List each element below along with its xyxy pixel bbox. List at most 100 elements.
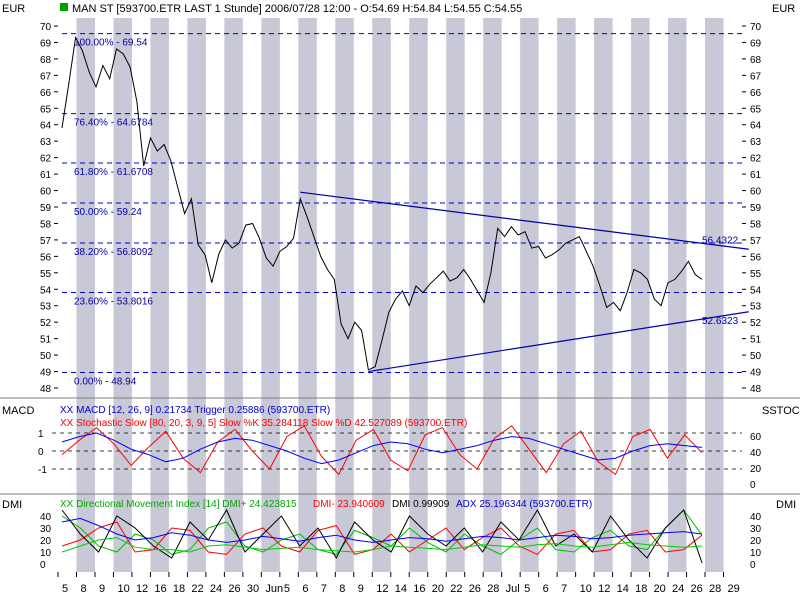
dmi-panel-label-right: DMI <box>776 499 796 511</box>
day-band <box>631 18 650 572</box>
x-tick-label: 24 <box>672 583 684 595</box>
day-band <box>261 18 280 572</box>
y-tick-label-right: 57 <box>750 236 762 247</box>
y-tick-label-right: 60 <box>750 187 762 198</box>
day-band <box>372 18 391 572</box>
x-tick-label: 18 <box>635 583 647 595</box>
x-tick-label: 29 <box>728 583 740 595</box>
y-tick-label-right: 59 <box>750 203 762 214</box>
x-tick-label: 10 <box>117 583 129 595</box>
x-tick-label: 26 <box>228 583 240 595</box>
fib-level-label: 100.00% - 69.54 <box>74 38 148 49</box>
stoch-slow-k-line <box>61 425 703 476</box>
y-tick-label-left: 70 <box>40 22 52 33</box>
y-tick-label-left: 59 <box>40 203 52 214</box>
series-group <box>61 35 749 563</box>
fib-level-label: 23.60% - 53.8016 <box>74 297 153 308</box>
y-tick-label-left: 53 <box>40 302 52 313</box>
x-tick-label: 20 <box>654 583 666 595</box>
x-tick-label: 5 <box>284 583 290 595</box>
y-tick-label-left: 51 <box>40 335 52 346</box>
y-tick-label-left: 57 <box>40 236 52 247</box>
x-tick-label: 28 <box>487 583 499 595</box>
y-tick-label-left: 66 <box>40 88 52 99</box>
descending-trendline <box>300 191 749 250</box>
x-tick-label: 12 <box>376 583 388 595</box>
x-tick-label: 12 <box>598 583 610 595</box>
day-band <box>187 18 206 572</box>
x-tick-label: 7 <box>561 583 567 595</box>
x-tick-label: 14 <box>395 583 407 595</box>
y-tick-label-left: 63 <box>40 137 52 148</box>
dmi-y-tick-label-right: 40 <box>750 512 762 523</box>
day-band <box>557 18 576 572</box>
x-tick-label: 30 <box>247 583 259 595</box>
y-tick-label-right: 58 <box>750 219 762 230</box>
y-tick-label-left: 54 <box>40 285 52 296</box>
x-tick-label: 26 <box>469 583 481 595</box>
fib-level-label: 0.00% - 48.94 <box>74 377 137 388</box>
adx-line <box>61 517 703 543</box>
x-tick-label: 5 <box>524 583 530 595</box>
x-tick-label: 16 <box>413 583 425 595</box>
day-band <box>705 18 724 572</box>
day-band <box>520 18 539 572</box>
day-band <box>113 18 132 572</box>
x-tick-label: Jul <box>506 583 520 595</box>
y-tick-label-left: 56 <box>40 252 52 263</box>
dmi-y-tick-label-right: 10 <box>750 548 762 559</box>
dmi-y-tick-label-left: 20 <box>40 536 52 547</box>
y-tick-label-right: 66 <box>750 88 762 99</box>
x-tick-label: 6 <box>543 583 549 595</box>
x-tick-label: 20 <box>432 583 444 595</box>
x-tick-label: 16 <box>154 583 166 595</box>
macd-panel-label: MACD <box>2 405 34 417</box>
y-tick-label-left: 67 <box>40 71 52 82</box>
day-band <box>594 18 613 572</box>
y-tick-label-right: 50 <box>750 351 762 362</box>
dmi-y-tick-label-right: 0 <box>750 560 756 571</box>
dmi-y-tick-label-left: 0 <box>40 560 46 571</box>
axes <box>0 25 800 577</box>
x-tick-label: 7 <box>321 583 327 595</box>
y-tick-label-left: 62 <box>40 154 52 165</box>
y-tick-label-left: 65 <box>40 104 52 115</box>
dmi-legend-a: XX Directional Movement Index [14] DMI+ … <box>60 499 297 510</box>
currency-right-label: EUR <box>772 3 795 15</box>
y-tick-label-right: 68 <box>750 55 762 66</box>
day-band <box>224 18 243 572</box>
y-tick-label-left: 52 <box>40 318 52 329</box>
stoch-y-tick-label: 60 <box>750 432 762 443</box>
x-tick-label: 6 <box>302 583 308 595</box>
price-series-line <box>61 35 703 371</box>
y-tick-label-right: 70 <box>750 22 762 33</box>
stoch-y-tick-label: 40 <box>750 448 762 459</box>
y-tick-label-right: 48 <box>750 384 762 395</box>
y-tick-label-left: 49 <box>40 368 52 379</box>
dmi-legend-b: DMI- 23.940609 <box>313 499 385 510</box>
y-tick-label-right: 61 <box>750 170 762 181</box>
y-tick-label-right: 63 <box>750 137 762 148</box>
sstoc-panel-label: SSTOC <box>762 405 800 417</box>
y-tick-label-left: 48 <box>40 384 52 395</box>
dmi-y-tick-label-left: 10 <box>40 548 52 559</box>
y-tick-label-right: 54 <box>750 285 762 296</box>
x-tick-label: 24 <box>210 583 222 595</box>
trendline-lower-value: 52.6323 <box>702 316 739 327</box>
y-tick-label-left: 60 <box>40 187 52 198</box>
x-tick-label: 22 <box>450 583 462 595</box>
macd-y-tick-label: -1 <box>38 465 47 476</box>
y-tick-label-right: 67 <box>750 71 762 82</box>
ascending-trendline <box>368 311 749 373</box>
y-tick-label-left: 68 <box>40 55 52 66</box>
dmi-y-tick-label-left: 40 <box>40 512 52 523</box>
stoch-y-tick-label: 0 <box>750 480 756 491</box>
x-tick-label: 9 <box>358 583 364 595</box>
day-band <box>483 18 502 572</box>
day-band <box>668 18 687 572</box>
macd-y-tick-label: 1 <box>38 429 44 440</box>
fib-level-label: 61.80% - 61.6708 <box>74 167 153 178</box>
